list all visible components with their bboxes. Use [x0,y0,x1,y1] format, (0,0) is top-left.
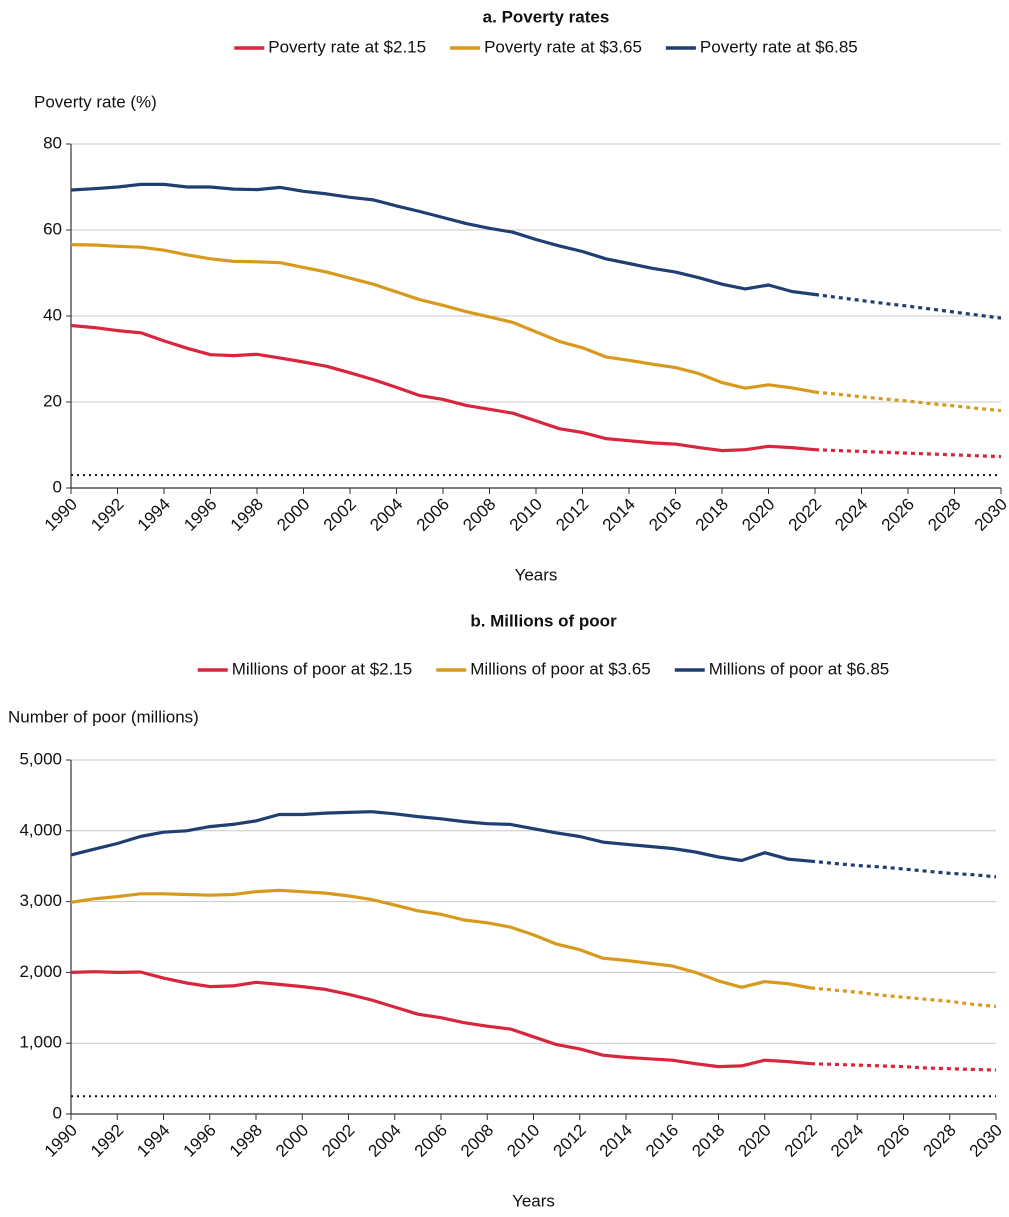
legend-label: Poverty rate at $3.65 [484,37,642,56]
x-tick-label: 2026 [873,1121,913,1161]
y-tick-label: 40 [43,305,62,324]
x-axis-label: Years [512,1191,555,1210]
x-tick-label: 2012 [550,1121,590,1161]
x-tick-label: 2000 [273,495,313,535]
x-tick-label: 2020 [735,1121,775,1161]
x-tick-label: 2004 [366,495,406,535]
x-tick-label: 2000 [272,1121,312,1161]
x-tick-label: 2024 [831,495,871,535]
x-tick-label: 2026 [878,495,918,535]
legend-label: Millions of poor at $3.65 [470,659,651,678]
series-line [70,810,812,863]
legend: Millions of poor at $2.15 Millions of poo… [197,659,890,678]
x-tick-label: 1996 [180,1121,220,1161]
forecast-line [810,1062,997,1072]
forecast-line [814,390,1002,413]
x-tick-label: 2008 [457,1121,497,1161]
series-line [70,970,812,1069]
x-tick-label: 1990 [41,1121,81,1161]
series-line [70,888,812,990]
x-tick-label: 2024 [827,1121,867,1161]
y-tick-label: 5,000 [19,749,62,768]
x-tick-label: 2002 [318,1121,358,1161]
x-tick-label: 2030 [966,1121,1006,1161]
x-tick-label: 2006 [413,495,453,535]
x-tick-label: 2006 [411,1121,451,1161]
x-tick-label: 1996 [180,495,220,535]
y-tick-label: 4,000 [19,820,62,839]
x-tick-label: 2022 [785,495,825,535]
x-tick-label: 2020 [738,495,778,535]
x-tick-label: 2002 [320,495,360,535]
x-tick-label: 2016 [642,1121,682,1161]
chart-title: a. Poverty rates [483,7,610,26]
x-tick-label: 1994 [134,495,174,535]
x-tick-label: 1998 [227,495,267,535]
series-line [70,323,816,453]
x-tick-label: 1992 [87,1121,127,1161]
x-tick-label: 1994 [133,1121,173,1161]
legend: Poverty rate at $2.15 Poverty rate at $3.… [234,37,858,56]
y-tick-label: 60 [43,219,62,238]
x-tick-label: 1998 [226,1121,266,1161]
y-tick-label: 20 [43,391,62,410]
y-tick-label: 80 [43,133,62,152]
legend-label: Millions of poor at $2.15 [232,659,413,678]
x-tick-label: 2018 [688,1121,728,1161]
x-axis-label: Years [515,565,558,584]
x-tick-label: 2014 [599,495,639,535]
series-line [70,182,816,297]
forecast-line [814,448,1002,459]
x-tick-label: 2030 [971,495,1009,535]
legend-label: Millions of poor at $6.85 [709,659,890,678]
x-tick-label: 2028 [924,495,964,535]
forecast-line [814,292,1002,320]
x-tick-label: 2028 [920,1121,960,1161]
y-tick-label: 3,000 [19,891,62,910]
x-tick-label: 2014 [596,1121,636,1161]
x-tick-label: 2012 [552,495,592,535]
forecast-line [810,986,997,1008]
y-tick-label: 0 [53,1103,62,1122]
x-tick-label: 1990 [41,495,81,535]
x-tick-label: 2022 [781,1121,821,1161]
y-tick-label: 2,000 [19,962,62,981]
x-tick-label: 2018 [692,495,732,535]
x-tick-label: 2004 [365,1121,405,1161]
y-axis-label: Poverty rate (%) [34,92,157,111]
chart-title: b. Millions of poor [470,611,617,630]
legend-label: Poverty rate at $6.85 [700,37,858,56]
x-tick-label: 1992 [87,495,127,535]
forecast-line [810,859,997,879]
y-tick-label: 0 [53,477,62,496]
legend-label: Poverty rate at $2.15 [268,37,426,56]
x-tick-label: 2016 [645,495,685,535]
x-tick-label: 2008 [459,495,499,535]
y-tick-label: 1,000 [19,1033,62,1052]
x-tick-label: 2010 [503,1121,543,1161]
x-tick-label: 2010 [506,495,546,535]
y-axis-label: Number of poor (millions) [8,707,199,726]
series-line [70,243,816,394]
